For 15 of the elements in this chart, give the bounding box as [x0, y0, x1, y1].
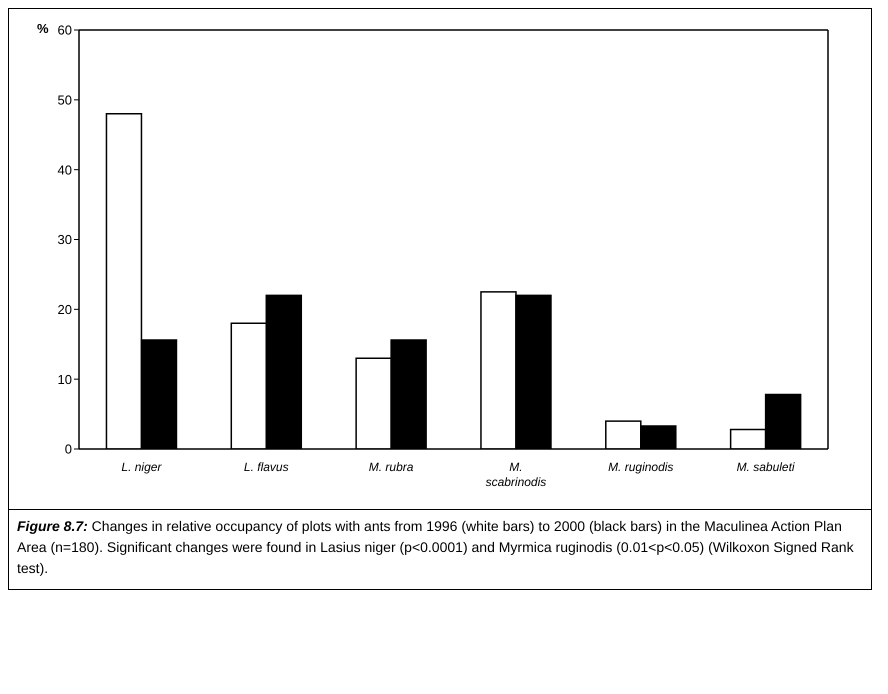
y-tick-label: 40: [58, 162, 72, 178]
x-tick-label: L. flavus: [244, 460, 289, 474]
x-tick-label: M. rubra: [368, 460, 414, 474]
x-tick-label: L. niger: [121, 460, 162, 474]
y-tick-label: 60: [58, 22, 72, 38]
caption: Figure 8.7: Changes in relative occupancy of plots with ants from 1996 (white bars) to 2000 (black bars) in the Maculinea Action Plan Area (n=180). Significant changes were found in Lasius niger (p<0.0001) and Myrmica ruginodis (0.01<p<0.05) (Wilkoxon Signed Rank test).: [17, 518, 854, 576]
y-axis-title: %: [37, 21, 49, 36]
y-tick-label: 20: [58, 302, 72, 317]
x-tick-label: M. scabrinodis: [486, 460, 546, 489]
x-tick-label: M. ruginodis: [608, 460, 674, 474]
y-tick-label: 30: [58, 232, 72, 248]
y-tick-label: 0: [64, 442, 72, 457]
y-tick-label: 10: [58, 372, 72, 387]
y-tick-label: 50: [58, 92, 72, 108]
x-tick-label: M. sabuleti: [736, 460, 795, 474]
